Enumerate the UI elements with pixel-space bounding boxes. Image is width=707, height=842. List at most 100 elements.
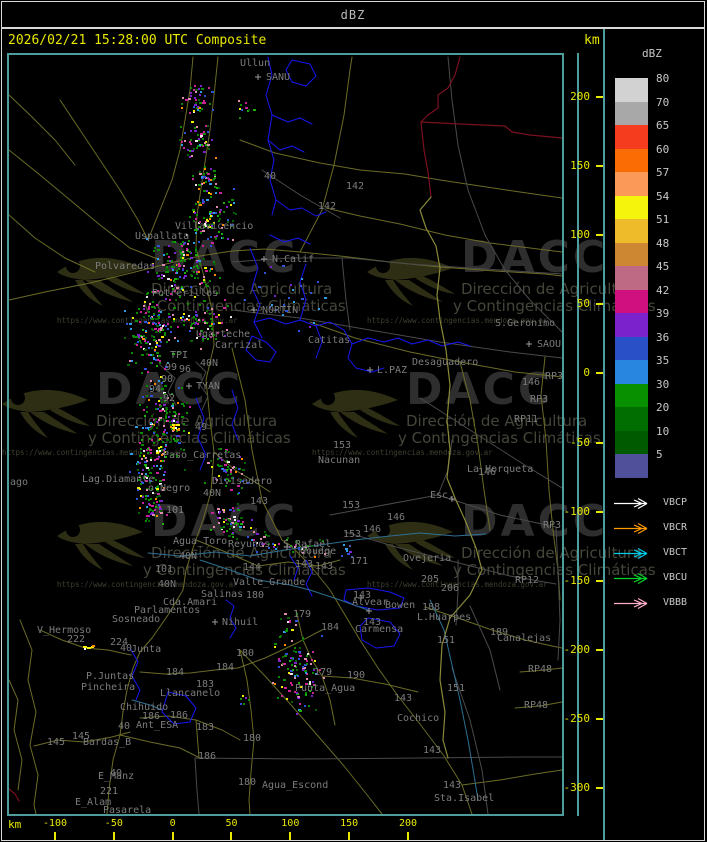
radar-echo-cell — [218, 522, 220, 524]
radar-echo-cell — [194, 212, 196, 214]
radar-echo-cell — [146, 467, 149, 469]
radar-echo-cell — [169, 260, 171, 262]
vbcp-arrow-icon — [614, 497, 648, 510]
radar-echo-cell — [160, 311, 162, 313]
bottom-axis-tick — [54, 832, 56, 840]
watermark-line2: y Contingencias Climáticas — [143, 297, 346, 315]
watermark-acronym: DACC — [461, 232, 609, 283]
radar-echo-cell — [349, 551, 352, 553]
radar-echo-cell — [290, 682, 292, 684]
radar-echo-cell — [177, 429, 180, 431]
radar-echo-cell — [157, 275, 160, 277]
radar-echo-cell — [239, 529, 241, 531]
radar-echo-cell — [182, 269, 184, 271]
map-label: Lag.Diamante — [82, 474, 154, 485]
radar-echo-cell — [199, 144, 201, 146]
right-axis-tick-label: 100 — [570, 228, 590, 242]
radar-echo-cell — [156, 365, 158, 367]
map-label: 186 — [142, 711, 160, 722]
radar-echo-cell — [140, 432, 143, 434]
radar-echo-cell — [279, 636, 281, 638]
radar-echo-cell — [172, 415, 174, 417]
radar-echo-cell — [211, 308, 213, 310]
watermark-layer: DACC Dirección de Agricultura y Contingenc… — [2, 29, 705, 840]
radar-echo-cell — [285, 310, 288, 312]
radar-echo-cell — [294, 662, 297, 664]
radar-echo-cell — [145, 498, 147, 500]
radar-echo-cell — [193, 322, 195, 324]
watermark-url: https://www.contingencias.mendoza.gov.ar — [57, 580, 238, 589]
radar-echo-cell — [222, 237, 224, 239]
radar-echo-cell — [221, 227, 223, 229]
radar-echo-cell — [151, 439, 153, 441]
map-label: 188 — [422, 602, 440, 613]
radar-echo-cell — [217, 464, 219, 466]
radar-echo-cell — [153, 336, 155, 338]
map-label: 146 — [522, 377, 540, 388]
radar-echo-cell — [234, 523, 236, 525]
radar-echo-cell — [200, 232, 202, 234]
radar-echo-cell — [280, 618, 282, 620]
radar-echo-cell — [207, 131, 209, 133]
radar-echo-cell — [309, 690, 311, 692]
radar-echo-cell — [291, 629, 294, 631]
radar-echo-cell — [129, 323, 132, 325]
radar-echo-cell — [162, 264, 165, 266]
radar-echo-cell — [168, 316, 171, 318]
map-label: SAOU — [537, 339, 561, 350]
radar-echo-cell — [240, 479, 242, 481]
radar-echo-cell — [306, 663, 308, 665]
radar-echo-cell — [168, 256, 170, 258]
radar-echo-cell — [190, 257, 193, 259]
map-label: L.PAZ — [377, 365, 407, 376]
radar-echo-cell — [180, 255, 182, 257]
radar-echo-cell — [151, 415, 153, 417]
map-label: Parlamentos — [134, 605, 200, 616]
radar-echo-cell — [172, 427, 174, 429]
radar-echo-cell — [158, 310, 160, 312]
radar-echo-cell — [202, 230, 205, 232]
map-label: 143 — [443, 780, 461, 791]
map-label: 222 — [67, 634, 85, 645]
radar-echo-cell — [256, 542, 258, 544]
radar-echo-cell — [130, 453, 133, 455]
radar-echo-cell — [155, 331, 158, 333]
main-rivers-layer — [131, 532, 487, 801]
radar-map-plot[interactable]: Ullun SANU Uspallata Villavicencio Polvareda… — [7, 53, 564, 816]
radar-echo-cell — [140, 346, 142, 348]
radar-echo-cell — [205, 181, 207, 183]
radar-echo-cell — [284, 655, 287, 657]
map-label: V_Hermoso — [37, 625, 91, 636]
radar-echo-cell — [293, 301, 295, 303]
right-axis-tick-label: 200 — [570, 90, 590, 103]
radar-echo-cell — [219, 218, 221, 220]
radar-echo-cell — [155, 506, 157, 508]
radar-echo-cell — [161, 382, 163, 384]
radar-echo-cell — [253, 531, 255, 533]
radar-echo-cell — [237, 509, 240, 511]
radar-echo-cell — [124, 337, 126, 339]
radar-echo-cell — [167, 260, 169, 262]
radar-echo-cell — [158, 419, 160, 421]
map-label: Paso_Carretas — [163, 450, 241, 461]
radar-echo-cell — [212, 109, 214, 111]
radar-echo-cell — [204, 168, 206, 170]
site-plus-marker — [358, 595, 364, 601]
radar-echo-cell — [158, 278, 160, 280]
radar-echo-cell — [196, 126, 198, 128]
map-label: 143 — [363, 617, 381, 628]
radar-echo-cell — [148, 315, 150, 317]
radar-echo-cell — [192, 209, 195, 211]
radar-echo-cell — [223, 211, 225, 213]
radar-echo-cell — [282, 656, 284, 658]
radar-echo-cell — [175, 427, 177, 429]
radar-echo-cell — [312, 672, 314, 674]
radar-echo-cell — [209, 270, 211, 272]
radar-echo-cell — [247, 536, 249, 538]
radar-echo-cell — [165, 325, 167, 327]
radar-echo-cell — [218, 314, 220, 316]
radar-echo-cell — [345, 548, 348, 550]
radar-echo-cell — [194, 127, 196, 129]
map-label: E_Alam — [75, 797, 111, 808]
